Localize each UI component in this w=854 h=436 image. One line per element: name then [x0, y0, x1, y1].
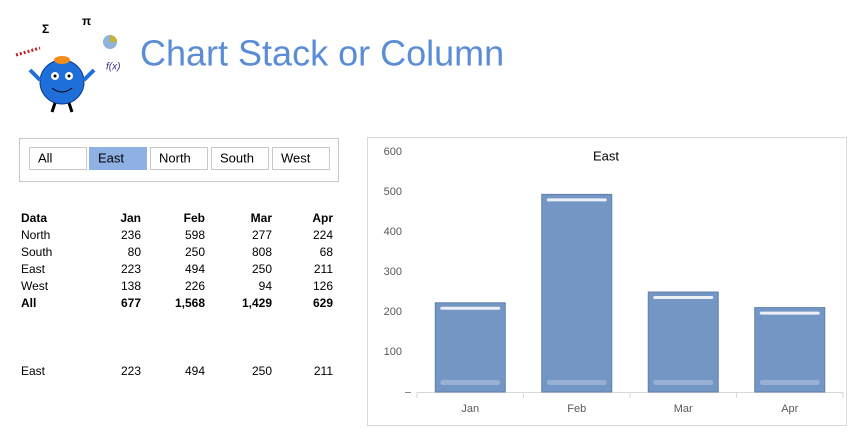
bar: [647, 291, 719, 393]
bar: [434, 302, 506, 393]
filter-button[interactable]: [29, 147, 87, 170]
filter-button-label[interactable]: East: [98, 150, 124, 165]
bar-highlight: [546, 380, 607, 385]
table-cell: 494: [185, 364, 205, 378]
y-tick-label: 600: [384, 146, 402, 158]
x-tick-label: Apr: [781, 403, 798, 415]
filter-button-label[interactable]: South: [220, 150, 254, 165]
table-cell: 1,429: [242, 296, 272, 310]
logo-symbol: π: [82, 14, 91, 28]
table-cell: 250: [252, 262, 272, 276]
y-tick-label: 300: [384, 266, 402, 278]
y-tick-label: 500: [384, 186, 402, 198]
table-cell: 223: [121, 364, 141, 378]
bar-highlight: [653, 296, 714, 299]
bar-highlight: [440, 380, 501, 385]
table-cell: South: [21, 245, 52, 259]
table-cell: 68: [320, 245, 334, 259]
chart-title: East: [593, 148, 619, 163]
bar-highlight: [546, 198, 607, 202]
filter-button-label[interactable]: North: [159, 150, 191, 165]
table-cell: Jan: [120, 211, 141, 225]
x-tick-label: Mar: [674, 403, 693, 415]
table-cell: 211: [314, 364, 333, 378]
bar: [541, 193, 613, 393]
table-cell: East: [21, 262, 46, 276]
table-cell: Mar: [251, 211, 273, 225]
table-cell: 223: [121, 262, 141, 276]
filter-button-label[interactable]: West: [281, 150, 311, 165]
table-cell: 224: [313, 228, 333, 242]
table-cell: 1,568: [175, 296, 205, 310]
filter-button[interactable]: [211, 147, 269, 170]
logo-symbol: Σ: [42, 22, 49, 36]
table-cell: 494: [185, 262, 205, 276]
table-cell: 808: [252, 245, 272, 259]
table-cell: 250: [252, 364, 272, 378]
bar-highlight: [653, 380, 714, 385]
table-cell: 629: [313, 296, 333, 310]
table-cell: 226: [185, 279, 205, 293]
table-cell: Feb: [184, 211, 205, 225]
filter-button-label[interactable]: All: [38, 150, 53, 165]
table-cell: 126: [313, 279, 333, 293]
table-cell: 138: [121, 279, 141, 293]
table-cell: All: [21, 296, 36, 310]
table-cell: West: [21, 279, 49, 293]
table-cell: 677: [121, 296, 141, 310]
page-title: Chart Stack or Column: [140, 33, 504, 74]
table-cell: North: [21, 228, 50, 242]
logo: [15, 35, 117, 113]
table-cell: 80: [128, 245, 142, 259]
table-cell: Apr: [312, 211, 333, 225]
y-tick-label: 200: [384, 306, 402, 318]
table-cell: 236: [121, 228, 141, 242]
bar: [754, 307, 826, 393]
filter-button[interactable]: [150, 147, 208, 170]
x-tick-label: Jan: [461, 403, 479, 415]
filter-button[interactable]: [272, 147, 330, 170]
table-cell: 277: [252, 228, 272, 242]
bar-highlight: [759, 380, 820, 385]
y-tick-label: 100: [384, 346, 402, 358]
table-cell: 211: [314, 262, 333, 276]
table-cell: 598: [185, 228, 205, 242]
table-cell: 250: [185, 245, 205, 259]
x-tick-label: Feb: [567, 403, 586, 415]
bar-highlight: [759, 311, 820, 315]
table-cell: 94: [259, 279, 273, 293]
filter-button[interactable]: [89, 147, 147, 170]
table-cell: Data: [21, 211, 47, 225]
bar-highlight: [440, 306, 501, 310]
logo-symbol: f(x): [106, 62, 120, 73]
table-cell: East: [21, 364, 46, 378]
y-tick-label: 400: [384, 226, 402, 238]
